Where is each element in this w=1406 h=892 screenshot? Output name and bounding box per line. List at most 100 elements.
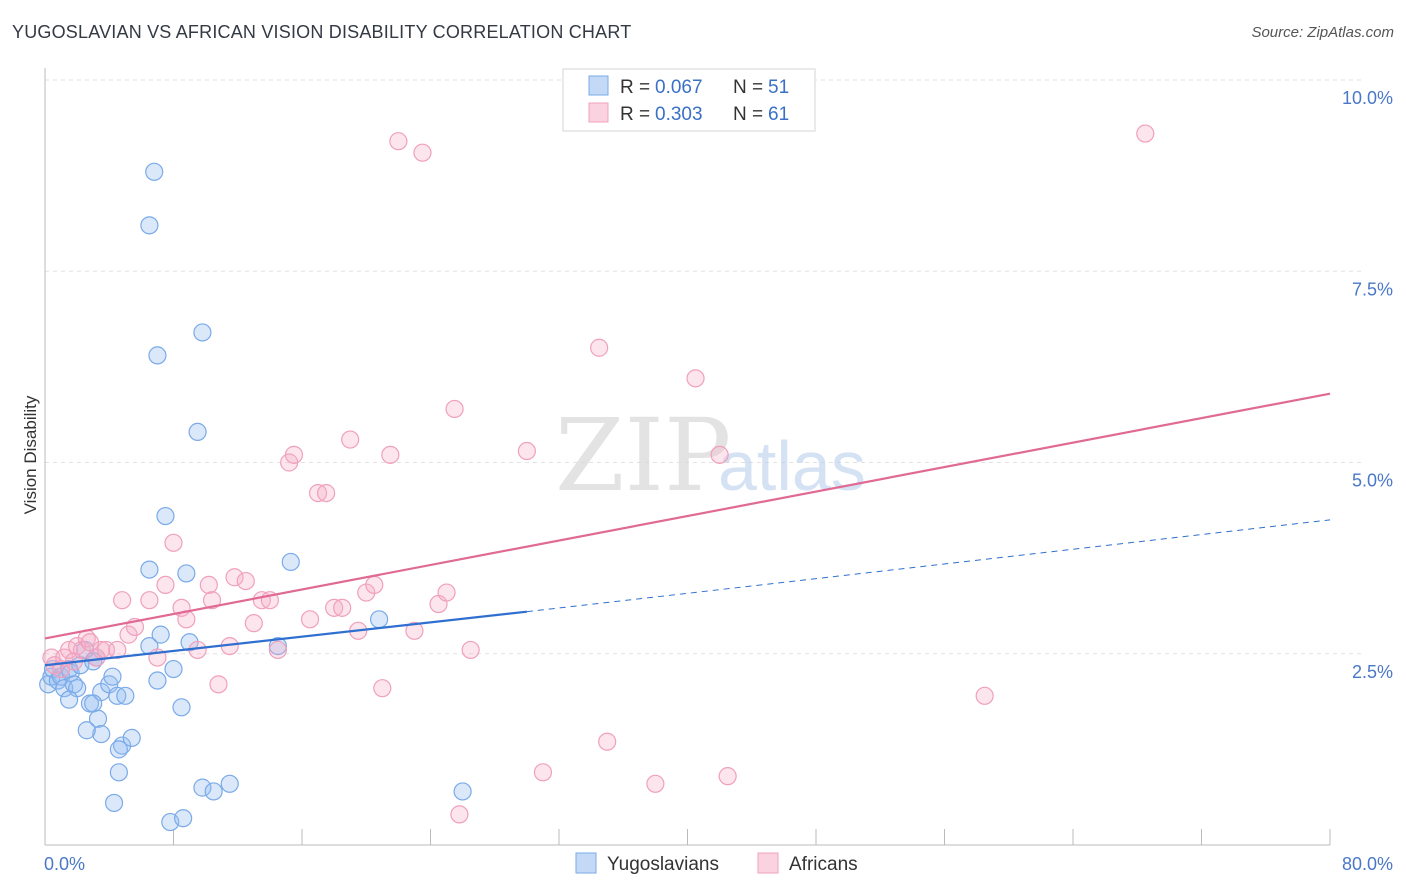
axes [44, 68, 1331, 846]
yugoslavian-point-21 [92, 724, 111, 744]
yugoslavian-point-52 [453, 782, 472, 801]
yugoslavian-point-22 [77, 721, 96, 740]
yugoslavian-point-31 [140, 560, 159, 579]
yugoslavian-point-38 [156, 506, 175, 526]
yugoslavian-point-49 [268, 636, 288, 656]
african-point-35 [284, 445, 304, 464]
y-axis-label: Vision Disability [21, 395, 40, 514]
yugoslavian-point-39 [148, 346, 167, 365]
watermark-zip: ZIP [555, 397, 731, 514]
legend-r-value-yugoslavians: 0.067 [655, 77, 703, 98]
y-tick-label-1: 5.0% [1352, 471, 1393, 491]
african-point-59 [686, 369, 705, 388]
x-tick-label-0: 0.0% [44, 854, 85, 874]
yugoslavian-point-44 [193, 778, 212, 797]
yugoslavian-point-17 [103, 667, 122, 686]
legend-box: R = 0.067 N = 51 R = 0.303 N = 61 [562, 68, 816, 132]
yugoslavian-point-27 [122, 728, 141, 748]
african-point-48 [405, 621, 424, 640]
african-point-20 [164, 533, 183, 552]
bottom-legend-label-africans: Africans [789, 854, 858, 875]
african-point-28 [225, 568, 244, 587]
african-point-33 [268, 640, 288, 660]
legend-r-value-africans: 0.303 [655, 104, 703, 125]
trend-lines [44, 392, 1331, 667]
yugoslavian-point-46 [220, 774, 239, 793]
y-tick-label-0: 2.5% [1352, 662, 1393, 682]
yugoslavian-point-10 [59, 690, 79, 709]
source-label: Source: ZipAtlas.com [1251, 24, 1394, 41]
african-point-40 [333, 598, 352, 617]
african-point-55 [533, 763, 553, 782]
african-point-26 [209, 675, 228, 694]
african-point-17 [140, 591, 159, 610]
african-point-51 [437, 583, 456, 602]
watermark-atlas: atlas [718, 427, 866, 505]
chart-title: YUGOSLAVIAN VS AFRICAN VISION DISABILITY… [12, 22, 632, 42]
legend-n-value-yugoslavians: 51 [768, 77, 789, 98]
african-point-30 [244, 614, 263, 633]
legend-n-label-yugoslavians: N = [733, 77, 763, 98]
african-point-64 [450, 805, 469, 824]
yugoslavian-point-41 [145, 162, 164, 181]
legend-swatch-yugoslavians [588, 75, 609, 96]
bottom-legend-label-yugoslavians: Yugoslavians [607, 854, 719, 875]
african-point-60 [710, 445, 729, 464]
y-tick-label-2: 7.5% [1352, 279, 1393, 299]
yugoslavian-point-42 [188, 422, 207, 441]
african-point-47 [389, 132, 408, 151]
yugoslavian-point-19 [84, 694, 103, 713]
african-point-52 [445, 399, 464, 419]
african-point-25 [202, 591, 222, 610]
african-point-58 [646, 774, 665, 793]
african-point-14 [112, 591, 132, 610]
yugoslavian-trend-extension [526, 519, 1331, 613]
african-point-54 [517, 441, 536, 461]
yugoslavian-point-7 [61, 663, 80, 682]
african-point-62 [975, 686, 994, 705]
african-point-61 [718, 767, 737, 786]
african-point-13 [108, 640, 127, 660]
yugoslavian-point-24 [116, 686, 135, 705]
legend-r-label-africans: R = [620, 104, 650, 125]
legend-n-value-africans: 61 [768, 104, 789, 125]
legend-r-label-yugoslavians: R = [620, 77, 650, 98]
yugoslavian-point-35 [172, 698, 191, 717]
yugoslavian-point-51 [370, 610, 389, 629]
african-point-41 [341, 430, 360, 449]
african-point-36 [300, 610, 320, 629]
yugoslavian-point-50 [281, 552, 300, 572]
bottom-legend-swatch-africans [757, 852, 779, 874]
african-trend-line [44, 392, 1331, 640]
watermark: ZIP atlas [555, 397, 866, 514]
african-point-53 [461, 640, 480, 660]
x-tick-label-1: 80.0% [1342, 854, 1393, 874]
african-point-44 [365, 575, 384, 595]
yugoslavian-point-40 [140, 216, 159, 235]
yugoslavian-point-29 [104, 793, 124, 813]
african-point-19 [156, 575, 175, 595]
tick-labels: 2.5% 5.0% 7.5% 10.0% 0.0% 80.0% [44, 88, 1393, 874]
legend-n-label-africans: N = [733, 104, 763, 125]
yugoslavian-point-34 [164, 659, 183, 679]
bottom-legend-swatch-yugoslavians [575, 852, 597, 874]
yugoslavian-point-36 [177, 564, 196, 583]
african-point-56 [590, 338, 609, 357]
african-point-63 [1136, 124, 1155, 143]
yugoslavian-trend-line [44, 610, 527, 667]
legend-swatch-africans [588, 102, 609, 123]
yugoslavian-point-20 [88, 709, 108, 728]
bottom-legend: Yugoslavians Africans [575, 852, 858, 875]
yugoslavian-point-45 [204, 782, 223, 801]
yugoslavian-point-33 [151, 625, 170, 644]
african-point-46 [381, 445, 400, 464]
african-point-49 [413, 143, 432, 162]
yugoslavian-point-43 [193, 323, 212, 342]
african-point-24 [199, 575, 218, 595]
african-point-57 [598, 732, 617, 751]
y-tick-label-3: 10.0% [1342, 88, 1393, 108]
african-point-29 [236, 571, 255, 591]
yugoslavian-point-48 [174, 809, 193, 828]
gridlines [45, 79, 1365, 655]
